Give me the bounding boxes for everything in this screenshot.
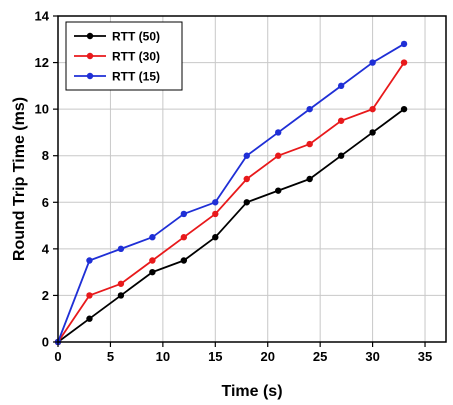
series-1-point (337, 152, 345, 159)
series-3-point (400, 40, 408, 48)
x-tick-label: 35 (418, 349, 432, 364)
series-2-point (149, 257, 156, 264)
series-3-point (180, 210, 188, 218)
series-1-point (180, 257, 188, 264)
series-1-point (243, 199, 250, 206)
y-tick-label: 14 (35, 9, 50, 24)
y-tick-label: 12 (35, 55, 49, 70)
x-tick-label: 25 (313, 349, 327, 364)
series-2-point (306, 140, 313, 148)
series-1-point (306, 175, 313, 183)
series-2-point (243, 175, 250, 183)
series-3-point (149, 234, 156, 241)
series-layer (54, 40, 408, 346)
x-tick-label: 0 (54, 349, 61, 364)
series-2-point (86, 292, 93, 299)
ticks: 0 5 10 15 20 25 30 35 0 2 4 6 8 10 12 14 (35, 9, 433, 365)
plot-frame (57, 15, 447, 343)
x-tick-label: 5 (107, 349, 114, 364)
y-tick-label: 10 (35, 102, 49, 117)
legend-label: RTT (50) (112, 30, 160, 44)
series-2-point (275, 152, 282, 159)
series-line-1 (57, 108, 405, 343)
legend-label: RTT (30) (112, 50, 160, 64)
series-2-point (400, 59, 408, 66)
series-3-point (275, 129, 282, 136)
series-1-point (86, 315, 93, 322)
y-tick-label: 2 (42, 288, 49, 303)
y-tick-label: 4 (42, 241, 50, 256)
series-line-3 (57, 43, 405, 343)
legend-swatch-marker (86, 72, 94, 80)
series-1-point (369, 129, 376, 136)
series-3-point (86, 257, 93, 264)
legend-swatch-marker (86, 52, 94, 60)
series-2-point (180, 234, 188, 241)
x-axis-title: Time (s) (221, 383, 282, 400)
series-2-point (369, 105, 376, 113)
y-tick-label: 0 (42, 335, 49, 350)
x-tick-label: 15 (208, 349, 222, 364)
series-1-point (275, 187, 282, 194)
series-1-point (212, 234, 219, 241)
grid (58, 16, 446, 342)
x-tick-label: 10 (156, 349, 170, 364)
series-3-point (212, 199, 219, 206)
legend-label: RTT (15) (112, 70, 160, 84)
series-3-point (117, 245, 125, 253)
series-1-point (117, 292, 125, 299)
series-2-point (117, 280, 125, 287)
series-line-2 (57, 62, 405, 343)
series-2-point (337, 117, 345, 124)
x-tick-label: 30 (365, 349, 379, 364)
series-3-point (337, 82, 345, 90)
y-tick-label: 6 (42, 195, 49, 210)
y-tick-label: 8 (42, 148, 49, 163)
legend: RTT (50) RTT (30) RTT (15) (65, 21, 183, 91)
y-axis-title: Round Trip Time (ms) (11, 97, 28, 261)
x-tick-label: 20 (260, 349, 274, 364)
series-3-point (243, 152, 250, 159)
legend-swatch-marker (86, 32, 94, 40)
series-1-point (149, 268, 156, 276)
series-3-point (306, 105, 313, 113)
series-2-point (212, 210, 219, 218)
series-1-point (400, 105, 408, 113)
series-3-point (369, 59, 376, 66)
